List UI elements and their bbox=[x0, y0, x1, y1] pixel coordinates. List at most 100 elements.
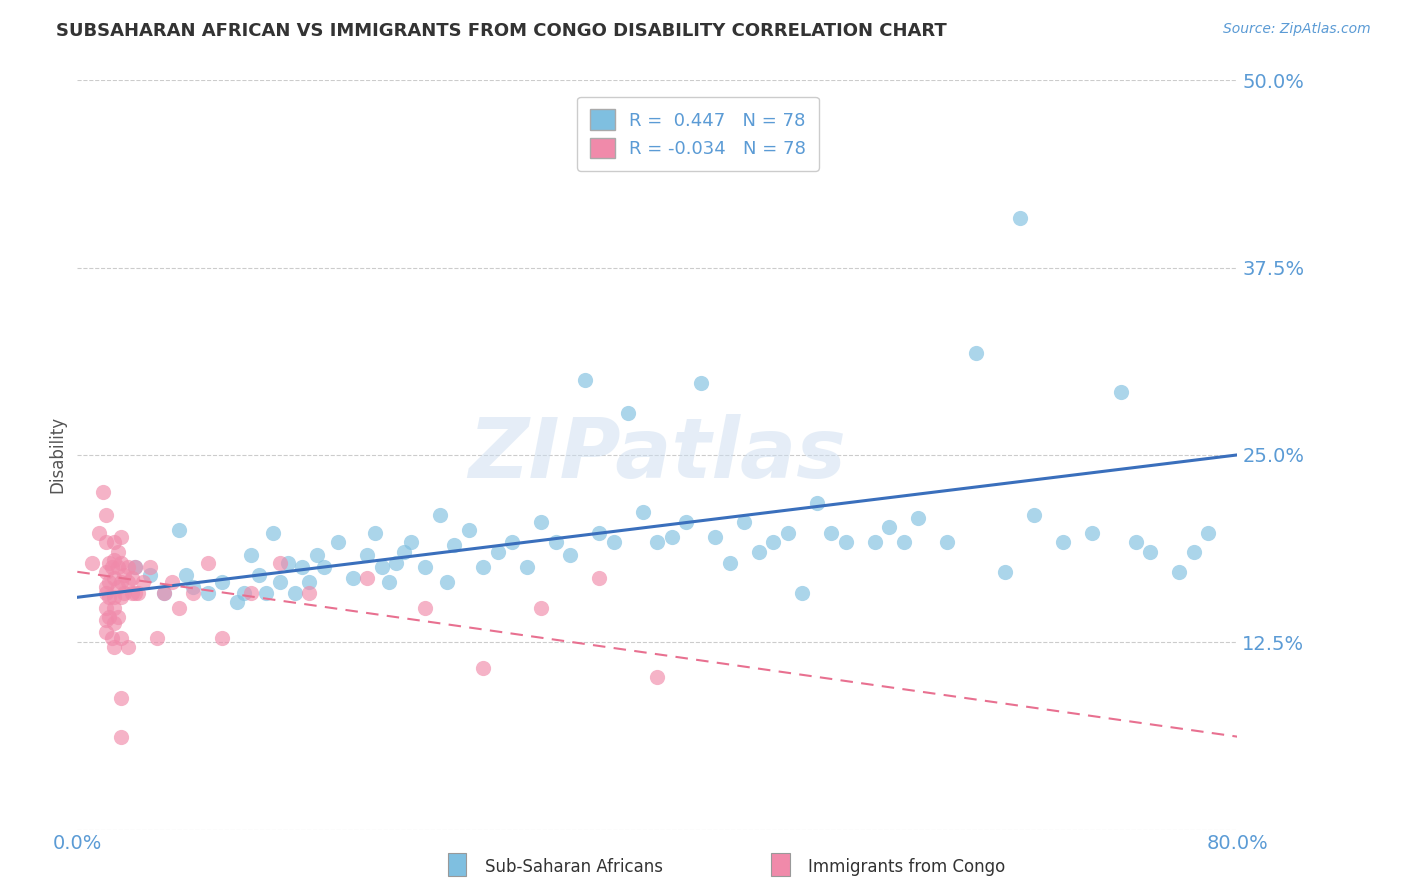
Point bbox=[312, 560, 335, 574]
Point bbox=[98, 609, 121, 624]
Point bbox=[305, 549, 328, 563]
Point bbox=[160, 575, 183, 590]
Point bbox=[96, 580, 118, 594]
Point bbox=[907, 511, 929, 525]
Point bbox=[139, 560, 162, 574]
Point bbox=[792, 586, 814, 600]
Point bbox=[965, 346, 987, 360]
Point bbox=[1182, 545, 1205, 559]
Point bbox=[211, 575, 233, 590]
Point bbox=[893, 534, 915, 549]
Point bbox=[262, 525, 284, 540]
Point bbox=[110, 556, 132, 570]
Point bbox=[298, 575, 321, 590]
Point bbox=[1081, 525, 1104, 540]
Point bbox=[501, 534, 523, 549]
Point bbox=[1024, 508, 1046, 522]
Point bbox=[835, 534, 858, 549]
Point bbox=[560, 549, 582, 563]
Point bbox=[112, 567, 135, 582]
Point bbox=[103, 615, 125, 630]
Point bbox=[110, 530, 132, 544]
Point bbox=[1197, 525, 1219, 540]
Point bbox=[704, 530, 727, 544]
Point bbox=[413, 600, 436, 615]
Point bbox=[121, 586, 143, 600]
Point bbox=[124, 586, 146, 600]
Point bbox=[225, 595, 247, 609]
Point bbox=[472, 560, 495, 574]
Point bbox=[107, 560, 129, 574]
Point bbox=[1008, 211, 1031, 226]
Point bbox=[429, 508, 451, 522]
Point bbox=[240, 586, 263, 600]
Point bbox=[121, 571, 143, 585]
Point bbox=[197, 586, 219, 600]
Point bbox=[96, 508, 118, 522]
Legend: R =  0.447   N = 78, R = -0.034   N = 78: R = 0.447 N = 78, R = -0.034 N = 78 bbox=[576, 97, 818, 171]
Point bbox=[211, 631, 233, 645]
Point bbox=[617, 406, 640, 420]
Point bbox=[110, 575, 132, 590]
Point bbox=[363, 525, 385, 540]
Point bbox=[277, 556, 299, 570]
Point bbox=[291, 560, 314, 574]
Point bbox=[131, 575, 153, 590]
Point bbox=[101, 560, 124, 574]
Point bbox=[385, 556, 408, 570]
Point bbox=[93, 485, 115, 500]
Point bbox=[675, 516, 697, 530]
Point bbox=[110, 631, 132, 645]
Text: Sub-Saharan Africans: Sub-Saharan Africans bbox=[485, 858, 664, 876]
Point bbox=[98, 556, 121, 570]
Point bbox=[117, 575, 139, 590]
Point bbox=[87, 525, 110, 540]
Point bbox=[544, 534, 567, 549]
Point bbox=[994, 565, 1017, 579]
Point bbox=[399, 534, 422, 549]
Point bbox=[103, 553, 125, 567]
Point bbox=[457, 523, 479, 537]
Point bbox=[103, 571, 125, 585]
Point bbox=[269, 556, 291, 570]
Y-axis label: Disability: Disability bbox=[48, 417, 66, 493]
Point bbox=[247, 567, 270, 582]
Point bbox=[530, 516, 553, 530]
Point bbox=[103, 591, 125, 605]
Text: Immigrants from Congo: Immigrants from Congo bbox=[808, 858, 1005, 876]
Point bbox=[647, 534, 669, 549]
Point bbox=[110, 730, 132, 744]
Point bbox=[80, 556, 103, 570]
Point bbox=[98, 575, 121, 590]
Point bbox=[516, 560, 538, 574]
Point bbox=[1111, 384, 1133, 399]
Point bbox=[436, 575, 458, 590]
Point bbox=[603, 534, 626, 549]
Point bbox=[472, 661, 495, 675]
Point bbox=[806, 496, 828, 510]
Point bbox=[661, 530, 683, 544]
Point bbox=[328, 534, 350, 549]
Point bbox=[103, 600, 125, 615]
Point bbox=[863, 534, 886, 549]
Point bbox=[588, 571, 610, 585]
Point bbox=[98, 591, 121, 605]
Point bbox=[107, 609, 129, 624]
Point bbox=[167, 523, 190, 537]
Point bbox=[762, 534, 785, 549]
Point bbox=[233, 586, 256, 600]
Text: Source: ZipAtlas.com: Source: ZipAtlas.com bbox=[1223, 22, 1371, 37]
Point bbox=[443, 538, 465, 552]
Point bbox=[146, 631, 169, 645]
Point bbox=[689, 376, 711, 390]
Point bbox=[392, 545, 415, 559]
Point bbox=[748, 545, 770, 559]
Point bbox=[153, 586, 176, 600]
Point bbox=[117, 640, 139, 654]
Point bbox=[96, 600, 118, 615]
Point bbox=[103, 534, 125, 549]
Point bbox=[96, 565, 118, 579]
Point bbox=[107, 580, 129, 594]
Point bbox=[254, 586, 277, 600]
Point bbox=[112, 586, 135, 600]
